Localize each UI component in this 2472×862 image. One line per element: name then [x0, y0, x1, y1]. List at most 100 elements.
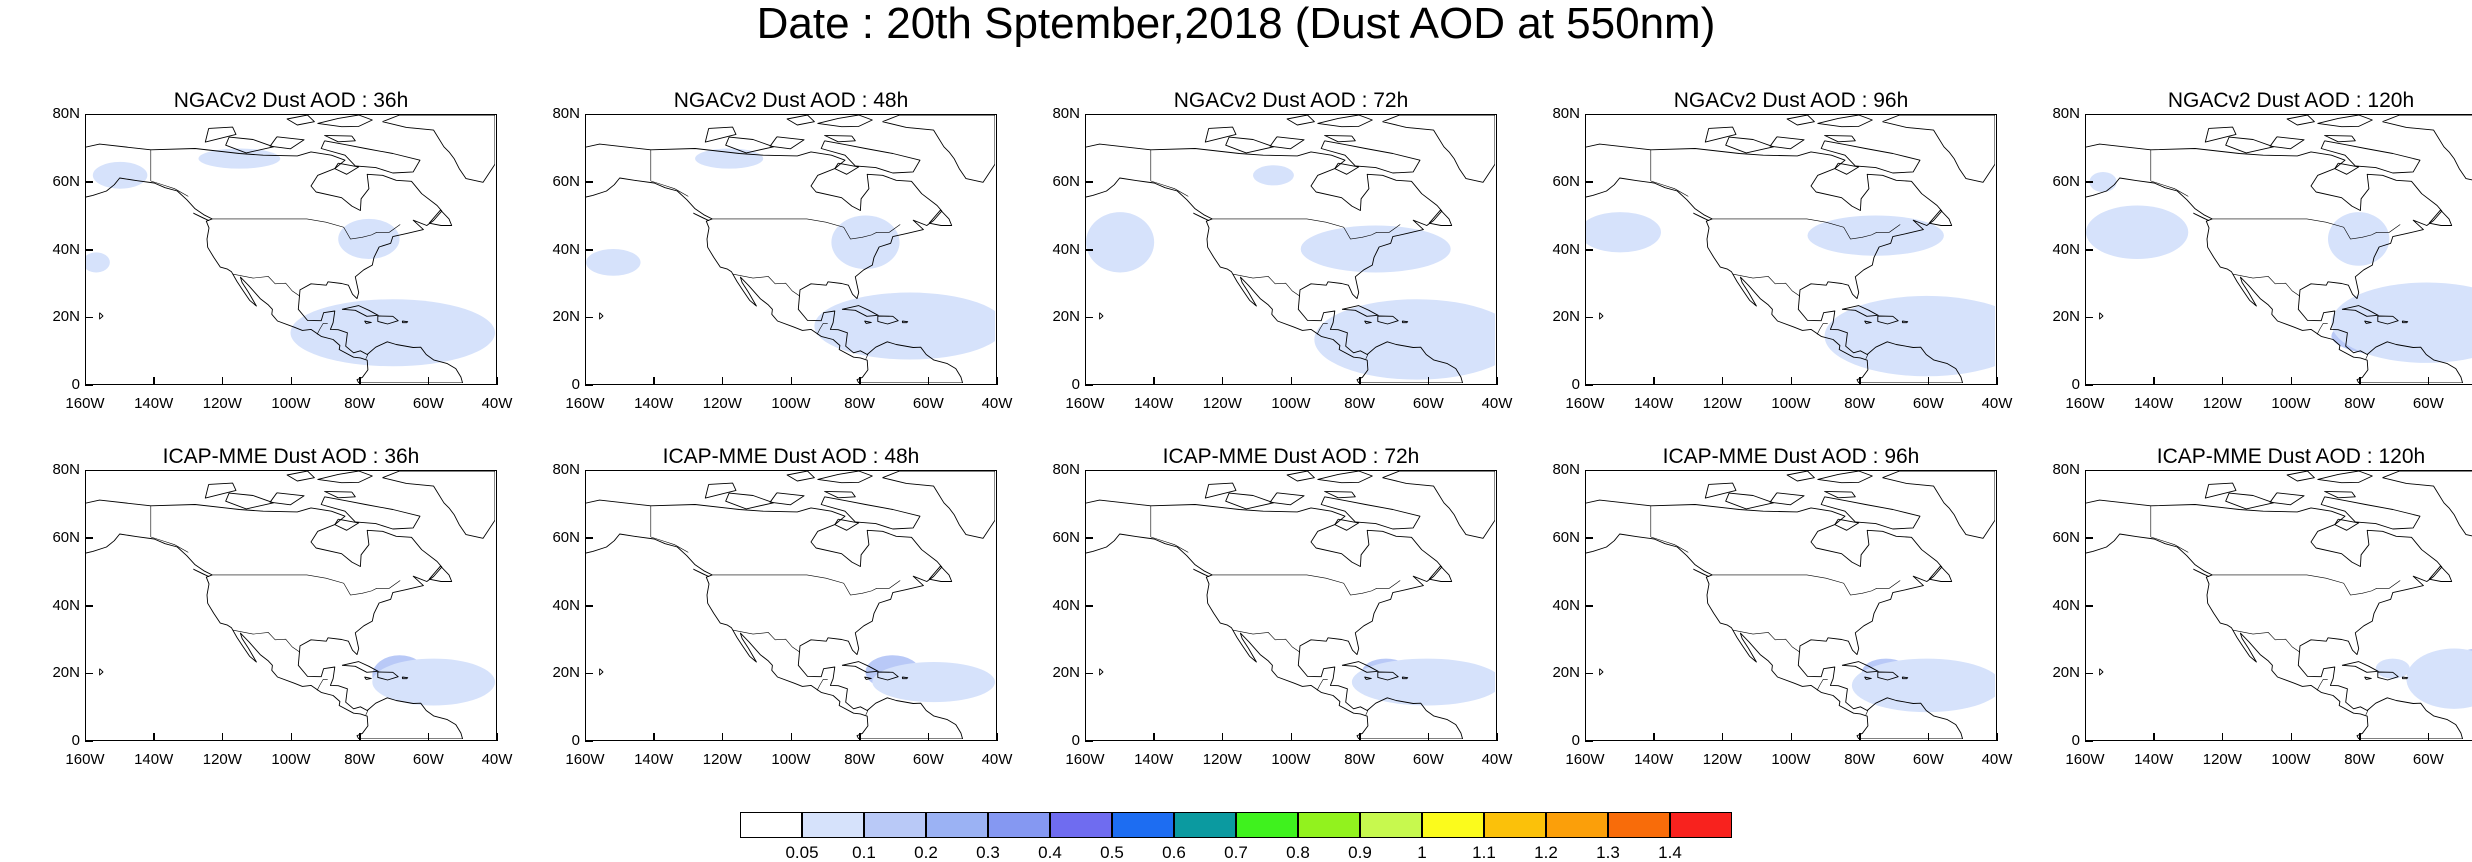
country-border — [712, 218, 901, 240]
y-tick-mark — [85, 384, 93, 386]
y-tick-label: 40N — [2052, 240, 2080, 258]
coastline-island — [704, 126, 737, 143]
coastline-island — [1704, 126, 1737, 143]
x-tick-mark — [2084, 377, 2086, 385]
x-tick-mark — [2427, 377, 2430, 385]
map-panel: ICAP-MME Dust AOD : 120h 80N 60N 40N 20N 0 160… — [2040, 444, 2472, 794]
x-tick-mark — [2290, 377, 2292, 385]
country-border — [1816, 323, 1828, 335]
map-canvas — [86, 471, 495, 739]
country-border — [1732, 629, 1801, 653]
country-border — [1150, 536, 1189, 553]
coastline-island — [1193, 212, 1210, 221]
country-border — [1232, 629, 1301, 653]
coastline-greenland — [2382, 115, 2472, 181]
x-tick-label: 120W — [1202, 395, 1242, 412]
coastline-island — [1820, 140, 1921, 174]
colorbar-cell — [1484, 812, 1546, 838]
map-plot-area — [1585, 470, 1997, 741]
x-tick-label: 40W — [2467, 752, 2472, 768]
panel-title: NGACv2 Dust AOD : 120h — [2167, 89, 2415, 112]
coastline-island — [2225, 136, 2274, 154]
colorbar-cell — [1422, 812, 1484, 838]
aod-shading-cell — [695, 148, 764, 169]
coastline-island — [1324, 490, 1356, 499]
x-tick-label: 60W — [412, 395, 444, 412]
coastline-north-america — [2086, 143, 2464, 383]
coastline-island — [1401, 320, 1409, 324]
country-border — [150, 536, 189, 553]
colorbar-label: 0.05 — [785, 843, 819, 862]
x-tick-label: 140W — [1634, 751, 1674, 768]
coastline-island — [2324, 134, 2356, 143]
coastline-island — [1841, 661, 1879, 673]
aod-shading-cell — [1086, 212, 1155, 273]
x-tick-mark — [221, 377, 224, 385]
country-border — [865, 354, 869, 360]
colorbar-cell — [1360, 812, 1422, 838]
coastline-island — [1599, 668, 1604, 676]
panel-title: NGACv2 Dust AOD : 72h — [1173, 89, 1409, 112]
y-tick-mark — [85, 316, 93, 319]
coastline-island — [1225, 136, 1274, 154]
country-border — [212, 574, 401, 596]
country-border — [2365, 710, 2369, 716]
coastline-island — [928, 565, 953, 582]
map-canvas — [1586, 471, 1995, 739]
colorbar-label: 0.7 — [1224, 843, 1248, 862]
coastline-island — [317, 471, 373, 484]
y-tick-label: 40N — [1552, 596, 1580, 614]
coastline-island — [225, 492, 274, 510]
figure-title: Date : 20th Sptember,2018 (Dust AOD at 5… — [756, 0, 1716, 48]
x-tick-mark — [1790, 377, 1792, 385]
y-tick-mark — [1585, 469, 1593, 471]
x-tick-label: 140W — [134, 395, 174, 412]
x-tick-label: 40W — [981, 751, 1013, 768]
country-border — [2365, 354, 2369, 360]
x-tick-label: 60W — [2412, 751, 2444, 768]
coastline-island — [286, 471, 315, 482]
x-tick-label: 140W — [1134, 751, 1174, 768]
coastline-island — [2269, 136, 2305, 150]
y-tick-label: 20N — [2052, 664, 2080, 682]
y-tick-label: 60N — [52, 528, 80, 546]
coastline-island — [1877, 671, 1899, 681]
x-tick-mark — [2221, 377, 2224, 385]
coastline-island — [269, 136, 305, 150]
x-tick-mark — [1290, 733, 1292, 741]
coastline-island — [1864, 676, 1872, 680]
coastline-island — [334, 162, 360, 175]
coastline-island — [2099, 312, 2104, 320]
colorbar-label: 0.9 — [1348, 843, 1372, 862]
coastline-island — [1834, 518, 1860, 531]
aod-shading-cell — [338, 218, 400, 260]
coastline-island — [2428, 565, 2453, 582]
coastline-island — [841, 305, 879, 317]
map-canvas — [2086, 471, 2472, 739]
coastline-island — [1341, 661, 1379, 673]
x-tick-mark — [1927, 733, 1930, 741]
x-tick-mark — [927, 733, 930, 741]
aod-shading-cell — [290, 299, 495, 367]
map-panel: NGACv2 Dust AOD : 120h 80N 60N 40N 20N 0 160W 1… — [2040, 88, 2472, 438]
aod-shading-cell — [2406, 648, 2472, 709]
x-tick-label: 120W — [1702, 395, 1742, 412]
x-tick-label: 100W — [271, 395, 311, 412]
x-tick-label: 120W — [702, 395, 742, 412]
colorbar-cell — [864, 812, 926, 838]
coastline-island — [834, 162, 860, 175]
x-tick-mark — [2427, 733, 2430, 741]
y-tick-label: 60N — [1052, 528, 1080, 546]
x-tick-label: 80W — [1344, 751, 1376, 768]
x-tick-mark — [653, 733, 655, 741]
y-tick-mark — [1085, 672, 1093, 675]
map-panel: NGACv2 Dust AOD : 72h 80N 60N 40N 20N 0 160W 14… — [1040, 88, 1540, 438]
aod-shading-cell — [2331, 282, 2472, 363]
coastline-greenland — [1382, 471, 1495, 539]
coastline-island — [1317, 471, 1373, 484]
aod-shading-cell — [92, 161, 148, 189]
coastline-island — [693, 568, 710, 577]
y-tick-label: 0 — [2071, 732, 2080, 749]
x-tick-mark — [2084, 733, 2086, 741]
x-tick-mark — [1084, 377, 1086, 385]
